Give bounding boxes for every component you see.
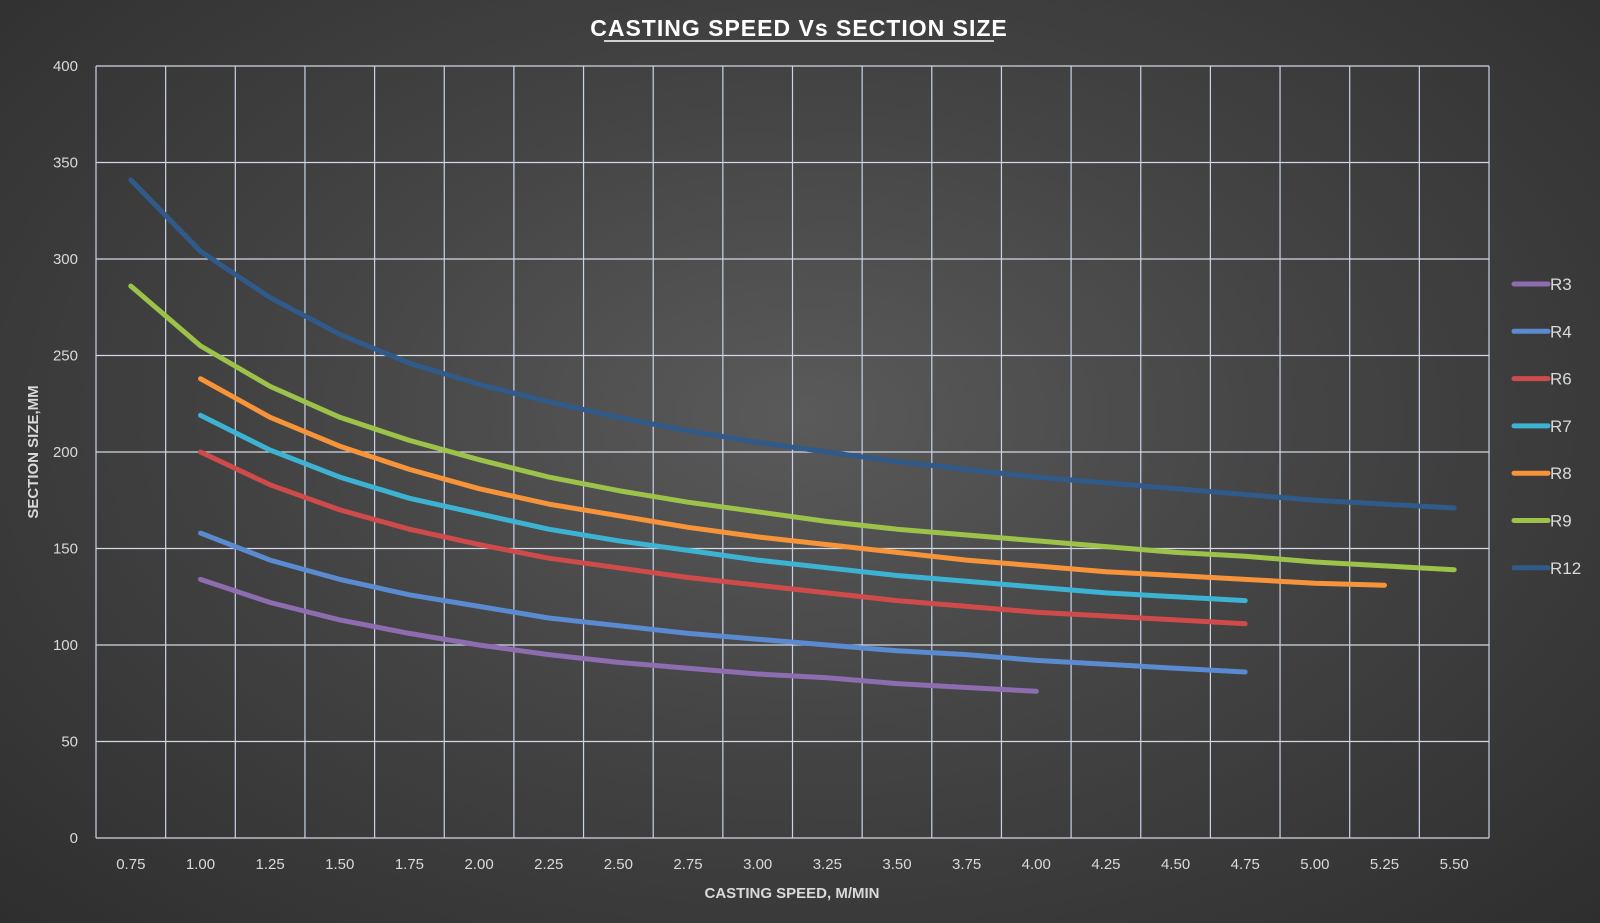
x-tick-label: 5.50 (1440, 856, 1469, 873)
legend-label-r8: R8 (1550, 464, 1572, 483)
legend-label-r4: R4 (1550, 322, 1572, 341)
x-tick-label: 1.00 (186, 856, 215, 873)
y-tick-label: 400 (53, 58, 78, 75)
x-axis-ticks: 0.75 1.00 1.25 1.50 1.75 2.00 2.25 2.50 2.75 3.00… (116, 856, 1469, 873)
x-tick-label: 2.00 (464, 856, 493, 873)
x-tick-label: 1.50 (325, 856, 354, 873)
x-tick-label: 5.25 (1370, 856, 1399, 873)
x-tick-label: 3.50 (882, 856, 911, 873)
x-tick-label: 1.25 (256, 856, 285, 873)
x-tick-label: 3.00 (743, 856, 772, 873)
x-axis-title: CASTING SPEED, M/MIN (704, 885, 879, 902)
legend-label-r6: R6 (1550, 370, 1572, 389)
x-tick-label: 2.75 (673, 856, 702, 873)
y-tick-label: 250 (53, 348, 78, 365)
y-tick-label: 200 (53, 444, 78, 461)
y-tick-label: 0 (70, 830, 78, 847)
chart-title: CASTING SPEED Vs SECTION SIZE (590, 15, 1008, 41)
x-tick-label: 2.50 (604, 856, 633, 873)
series-line-r12 (128, 177, 1457, 511)
y-tick-label: 100 (53, 637, 78, 654)
x-tick-label: 4.50 (1161, 856, 1190, 873)
series-line-r9 (128, 283, 1457, 573)
x-tick-label: 3.25 (813, 856, 842, 873)
y-tick-label: 350 (53, 155, 78, 172)
legend-label-r9: R9 (1550, 512, 1572, 531)
series-line-r4 (198, 530, 1248, 675)
x-tick-label: 0.75 (116, 856, 145, 873)
x-tick-label: 3.75 (952, 856, 981, 873)
legend-label-r12: R12 (1550, 559, 1581, 578)
x-tick-label: 4.00 (1022, 856, 1051, 873)
series-line-r3 (198, 576, 1039, 694)
legend-label-r3: R3 (1550, 275, 1572, 294)
series-lines (128, 177, 1457, 694)
y-tick-label: 300 (53, 251, 78, 268)
legend-label-r7: R7 (1550, 417, 1572, 436)
y-tick-label: 150 (53, 541, 78, 558)
series-line-r8 (198, 376, 1387, 588)
x-tick-label: 4.25 (1091, 856, 1120, 873)
y-axis-title: SECTION SIZE,MM (25, 385, 42, 518)
series-line-r6 (198, 449, 1248, 627)
legend: R3 R4 R6 R7 R8 R9 R12 (1511, 275, 1581, 578)
x-tick-label: 1.75 (395, 856, 424, 873)
series-line-r7 (198, 412, 1248, 604)
y-tick-label: 50 (61, 734, 78, 751)
x-tick-label: 5.00 (1300, 856, 1329, 873)
y-axis-ticks: 0 50 100 150 200 250 300 350 400 (53, 58, 78, 847)
x-tick-label: 2.25 (534, 856, 563, 873)
gridlines (95, 65, 1490, 839)
x-tick-label: 4.75 (1231, 856, 1260, 873)
